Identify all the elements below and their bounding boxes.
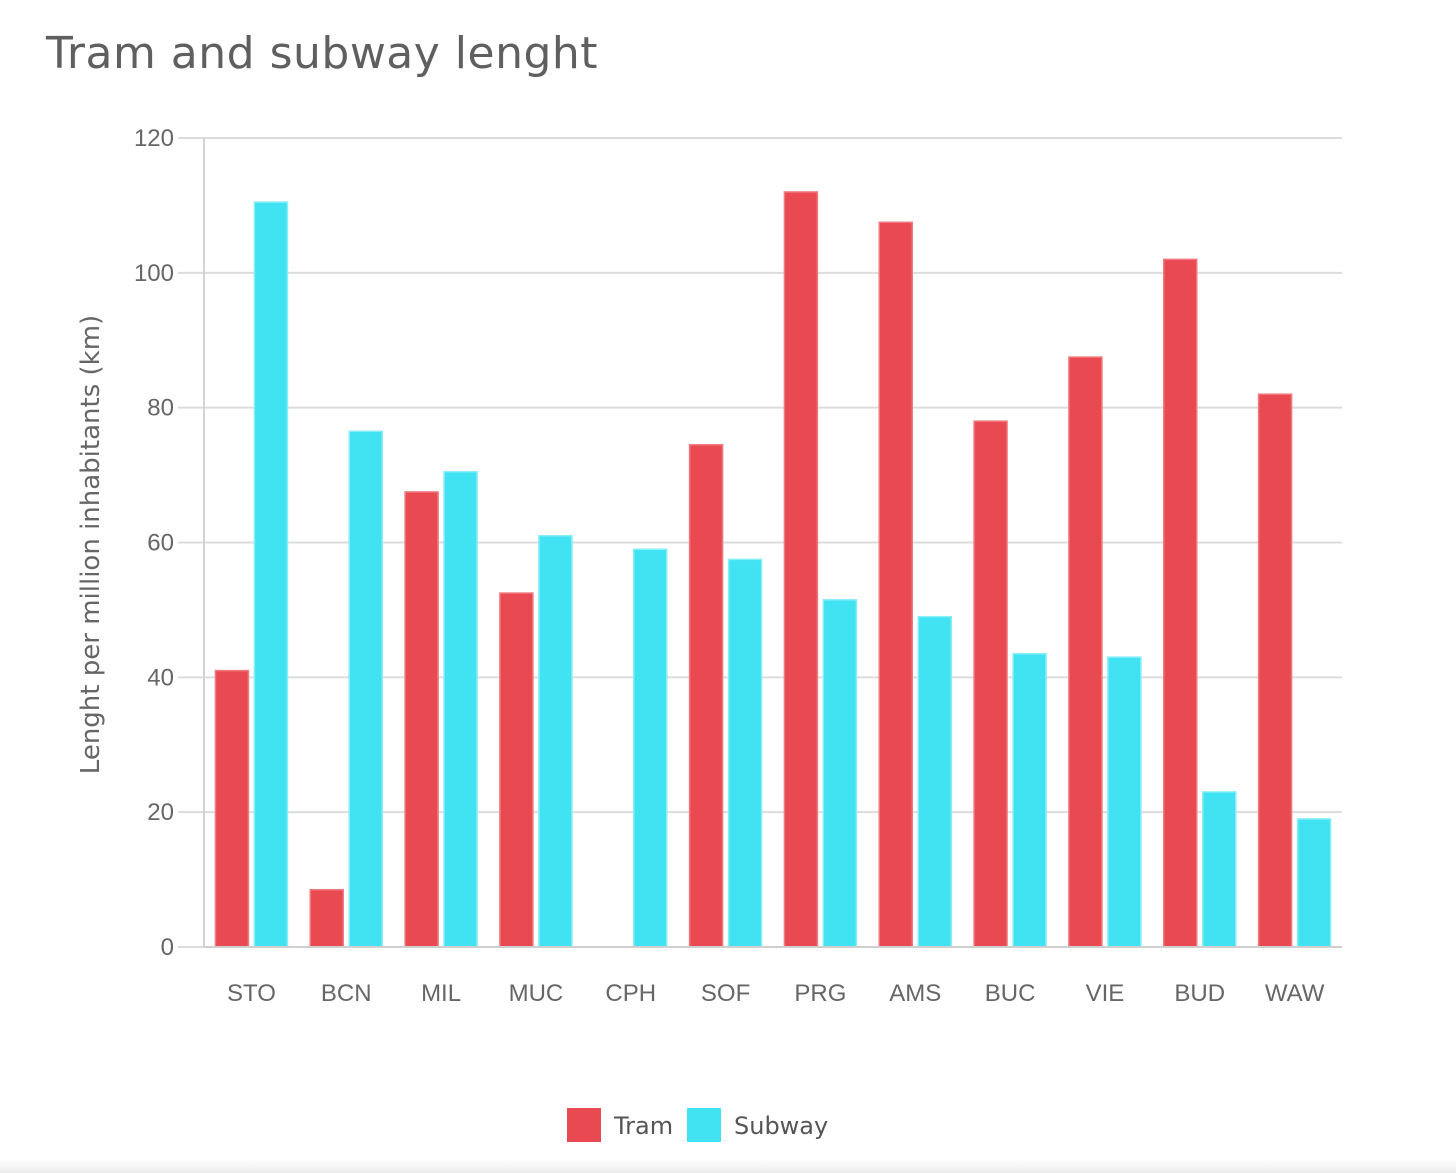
bar-tram-prg — [783, 191, 819, 948]
bar-tram-sof — [688, 443, 724, 948]
legend-swatch-subway — [687, 1108, 721, 1142]
bar-tram-sto — [214, 669, 250, 948]
bar-tram-bud — [1163, 258, 1198, 948]
bar-subway-ams — [917, 615, 952, 948]
bar-tram-ams — [878, 221, 913, 948]
x-tick-label: AMS — [889, 980, 941, 1007]
chart-title: Tram and subway lenght — [46, 28, 599, 79]
x-tick-label: BCN — [321, 980, 372, 1007]
x-tick-label: STO — [227, 980, 276, 1007]
bar-subway-mil — [443, 470, 478, 948]
y-axis-title: Lenght per million inhabitants (km) — [76, 315, 106, 774]
bar-subway-waw — [1296, 818, 1332, 948]
bar-tram-vie — [1068, 356, 1103, 948]
x-tick-label: SOF — [701, 980, 750, 1007]
bar-subway-bud — [1202, 791, 1237, 948]
bar-subway-muc — [538, 535, 573, 948]
bar-tram-mil — [404, 491, 439, 948]
bar-subway-sto — [253, 201, 289, 948]
y-tick-label: 60 — [147, 530, 174, 557]
x-tick-label: CPH — [605, 980, 656, 1007]
legend-swatch-tram — [567, 1108, 601, 1142]
bar-tram-buc — [973, 420, 1008, 948]
y-tick-label: 120 — [134, 125, 174, 152]
legend-label-subway: Subway — [734, 1112, 828, 1140]
legend-label-tram: Tram — [613, 1112, 673, 1140]
y-tick-label: 0 — [161, 934, 174, 961]
bar-subway-cph — [633, 548, 668, 948]
bar-subway-sof — [727, 558, 763, 948]
bar-tram-waw — [1257, 393, 1293, 948]
x-tick-label: BUC — [985, 980, 1036, 1007]
x-tick-label: WAW — [1265, 980, 1325, 1007]
bar-subway-bcn — [348, 430, 383, 948]
bar-subway-prg — [822, 599, 858, 948]
bar-tram-muc — [499, 592, 534, 948]
bottom-fade — [0, 1159, 1456, 1173]
x-tick-label: MIL — [421, 980, 461, 1007]
y-tick-label: 100 — [134, 260, 174, 287]
x-tick-label: PRG — [794, 980, 846, 1007]
x-tick-label: VIE — [1086, 980, 1125, 1007]
bar-subway-vie — [1107, 656, 1142, 948]
x-tick-label: MUC — [509, 980, 564, 1007]
y-tick-label: 80 — [147, 395, 174, 422]
x-tick-label: BUD — [1174, 980, 1225, 1007]
bar-tram-bcn — [309, 888, 344, 948]
y-tick-label: 20 — [147, 799, 174, 826]
bar-subway-buc — [1012, 652, 1047, 948]
y-tick-label: 40 — [147, 664, 174, 691]
